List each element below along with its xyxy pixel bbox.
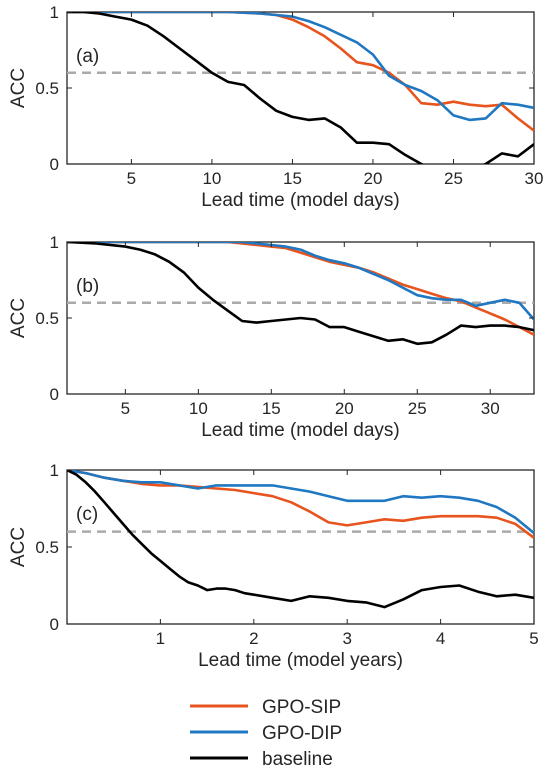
y-tick-label: 0 [50, 615, 59, 634]
panel-b-y-ticks: 00.51 [35, 233, 534, 404]
panel-c-series [67, 470, 534, 609]
x-tick-label: 30 [481, 399, 500, 418]
y-tick-label: 1 [50, 461, 59, 480]
panel-b-series [67, 242, 534, 346]
panel-a-plot-area [66, 11, 535, 165]
x-tick-label: 15 [283, 169, 302, 188]
x-tick-label: 5 [127, 169, 136, 188]
panel-a-gpo-dip-line [67, 12, 534, 122]
panel-c-gpo-sip-line [67, 470, 534, 539]
panel-a-baseline-line [67, 12, 534, 164]
x-tick-label: 25 [408, 399, 427, 418]
x-tick-label: 5 [121, 399, 130, 418]
panel-b-x-axis-label: Lead time (model days) [201, 420, 400, 441]
panel-a-tag: (a) [76, 46, 99, 67]
y-tick-label: 0.5 [35, 309, 59, 328]
x-tick-label: 20 [335, 399, 354, 418]
panel-a-gpo-sip-line [67, 12, 534, 132]
y-tick-label: 1 [50, 233, 59, 252]
panel-b-baseline-line [67, 242, 534, 346]
y-tick-label: 0 [50, 155, 59, 174]
panel-c-x-axis-label: Lead time (model years) [198, 650, 403, 671]
panel-a-x-ticks: 5 10 15 20 25 30 [127, 12, 544, 188]
legend-label-baseline: baseline [262, 749, 333, 770]
panel-c-x-ticks: 1 2 3 4 5 [156, 470, 539, 648]
legend-label-gpo-dip: GPO-DIP [262, 723, 342, 744]
panel-c-gpo-dip-line [67, 470, 534, 535]
panel-b: 5 10 15 20 25 30 00.51 Lead time (model days)… [8, 233, 535, 441]
x-tick-label: 20 [364, 169, 383, 188]
panel-a-y-axis-label: ACC [8, 68, 29, 108]
legend: GPO-SIP GPO-DIP baseline [190, 697, 342, 770]
x-tick-label: 4 [436, 629, 445, 648]
panel-c-y-ticks: 00.51 [35, 461, 534, 634]
x-tick-label: 25 [444, 169, 463, 188]
panel-a-x-axis-label: Lead time (model days) [201, 190, 400, 211]
panel-b-gpo-sip-line [67, 242, 534, 336]
panel-a-series [67, 12, 534, 164]
panel-b-x-ticks: 5 10 15 20 25 30 [121, 242, 500, 418]
y-tick-label: 0.5 [35, 538, 59, 557]
panel-b-y-axis-label: ACC [8, 298, 29, 338]
y-tick-label: 1 [50, 3, 59, 22]
panel-c-y-axis-label: ACC [8, 527, 29, 567]
x-tick-label: 2 [249, 629, 258, 648]
panel-c-baseline-line [67, 470, 534, 609]
y-tick-label: 0.5 [35, 79, 59, 98]
panel-b-gpo-dip-line [67, 242, 534, 321]
x-tick-label: 30 [525, 169, 544, 188]
y-tick-label: 0 [50, 385, 59, 404]
x-tick-label: 10 [202, 169, 221, 188]
x-tick-label: 3 [342, 629, 351, 648]
panel-a-y-ticks: 00.51 [35, 3, 534, 174]
x-tick-label: 15 [262, 399, 281, 418]
panel-a: 5 10 15 20 25 30 00.51 Lead time (model days)… [8, 3, 543, 211]
panel-b-tag: (b) [76, 276, 99, 297]
panel-c-tag: (c) [76, 504, 98, 525]
panel-c-plot-area [66, 469, 535, 625]
x-tick-label: 1 [156, 629, 165, 648]
x-tick-label: 5 [529, 629, 538, 648]
legend-label-gpo-sip: GPO-SIP [262, 697, 341, 718]
x-tick-label: 10 [189, 399, 208, 418]
